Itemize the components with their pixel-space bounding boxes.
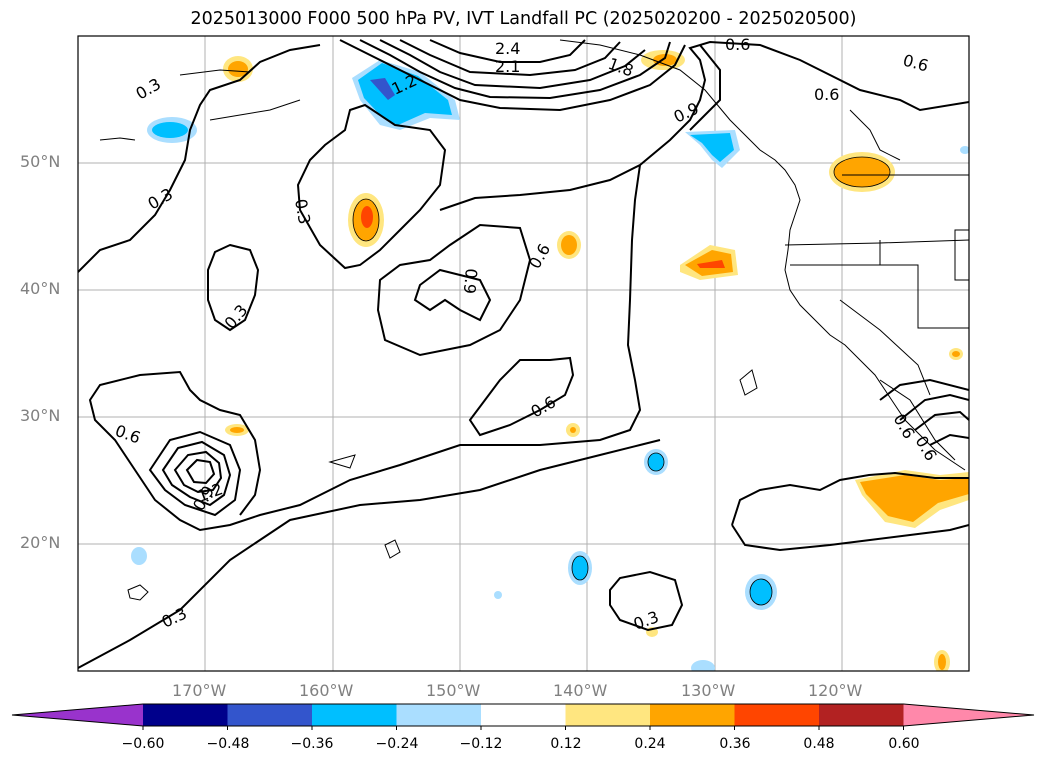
lat-label: 20°N	[20, 533, 61, 552]
colorbar-tick-label: −0.24	[375, 736, 419, 752]
colorbar-segment	[650, 704, 735, 726]
contour-label: 0.6	[725, 35, 750, 54]
contour-label: 0.9	[460, 268, 481, 295]
contour-label: 2.1	[495, 57, 520, 76]
colorbar-tick-label: 0.12	[550, 736, 582, 752]
lat-label: 40°N	[20, 279, 61, 298]
colorbar-extend-max	[903, 704, 1034, 726]
colorbar-tick-label: −0.36	[290, 736, 334, 752]
lon-label: 150°W	[426, 681, 481, 700]
contour-label: 2.4	[495, 39, 520, 58]
map-area	[78, 36, 969, 671]
lon-label: 120°W	[808, 681, 863, 700]
colorbar-extend-min	[12, 704, 143, 726]
lon-label: 140°W	[553, 681, 608, 700]
pv-contours	[78, 39, 969, 669]
colorbar-tick-label: 0.48	[803, 736, 835, 752]
colorbar-tick-label: 0.36	[719, 736, 751, 752]
colorbar-segment	[819, 704, 904, 726]
colorbar-segment	[481, 704, 566, 726]
colorbar-tick-label: 0.60	[888, 736, 920, 752]
colorbar	[11, 703, 1035, 730]
contour-label: 0.3	[291, 197, 314, 225]
lon-label: 130°W	[681, 681, 736, 700]
lon-label: 170°W	[172, 681, 227, 700]
lat-label: 50°N	[20, 152, 61, 171]
colorbar-tick-label: −0.60	[121, 736, 165, 752]
colorbar-segment	[396, 704, 482, 726]
colorbar-segment	[143, 704, 228, 726]
colorbar-segment	[312, 704, 397, 726]
colorbar-segment	[565, 704, 651, 726]
map-frame	[77, 35, 970, 672]
colorbar-segment	[227, 704, 313, 726]
contour-label: 0.6	[814, 85, 839, 104]
colorbar-tick-label: 0.24	[634, 736, 666, 752]
map-title: 2025013000 F000 500 hPa PV, IVT Landfall…	[190, 9, 857, 29]
colorbar-tick-label: −0.48	[206, 736, 250, 752]
colorbar-tick-label: −0.12	[459, 736, 503, 752]
lat-label: 30°N	[20, 406, 61, 425]
lon-label: 160°W	[299, 681, 354, 700]
colorbar-segment	[734, 704, 820, 726]
